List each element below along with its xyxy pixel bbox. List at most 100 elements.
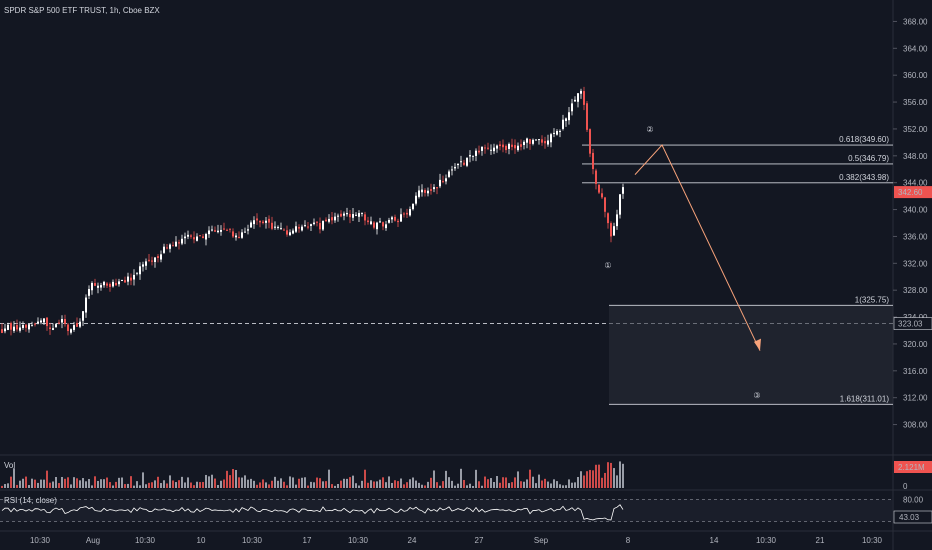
candle-body — [502, 144, 504, 148]
volume-bar — [127, 483, 129, 488]
candle-body — [508, 143, 510, 149]
candle-body — [343, 213, 345, 216]
volume-bar — [613, 468, 615, 488]
volume-bar — [199, 482, 201, 488]
axes: 368.00 364.00 360.00 356.00 352.00 348.00 344.… — [30, 17, 932, 545]
volume-bar — [253, 480, 255, 488]
candle-body — [40, 320, 42, 323]
candle-body — [367, 220, 369, 223]
volume-bar — [202, 481, 204, 488]
volume-bar — [388, 476, 390, 488]
volume-bar — [229, 475, 231, 488]
volume-bar — [232, 469, 234, 488]
volume-bar — [334, 485, 336, 488]
volume-bar — [400, 478, 402, 488]
volume-bar — [442, 481, 444, 488]
candle-body — [196, 236, 198, 241]
candle-body — [241, 232, 243, 238]
volume-bar — [385, 482, 387, 488]
candle-body — [172, 245, 174, 247]
volume-pane: Vol — [1, 461, 624, 488]
candle-body — [427, 190, 429, 194]
candle-body — [619, 194, 621, 215]
candle-body — [229, 228, 231, 230]
price-candles — [1, 86, 624, 336]
candle-body — [334, 216, 336, 221]
candle-body — [190, 235, 192, 237]
volume-bar — [76, 478, 78, 488]
candle-body — [142, 264, 144, 267]
volume-bar — [208, 476, 210, 488]
candle-body — [457, 163, 459, 166]
candle-body — [76, 323, 78, 327]
candle-body — [541, 139, 543, 143]
volume-bar — [289, 476, 291, 488]
candle-body — [583, 91, 585, 105]
candle-body — [535, 139, 537, 141]
volume-bar — [85, 481, 87, 488]
candle-body — [298, 227, 300, 229]
volume-bar — [454, 485, 456, 488]
candle-body — [523, 141, 525, 146]
volume-bar — [574, 482, 576, 488]
fibonacci-levels: 0.618(349.60) 0.5(346.79) 0.382(343.98) 1(3… — [0, 135, 893, 405]
candle-body — [529, 139, 531, 144]
volume-bar — [175, 482, 177, 488]
candle-body — [313, 222, 315, 225]
fib-level-label: 0.382(343.98) — [839, 173, 889, 182]
price-tick-label: 320.00 — [903, 340, 928, 349]
rsi-value-tag — [893, 510, 932, 524]
volume-bar — [274, 476, 276, 488]
candle-body — [292, 230, 294, 234]
candle-body — [574, 99, 576, 102]
candle-body — [436, 187, 438, 189]
candle-body — [307, 226, 309, 228]
volume-bar — [115, 481, 117, 488]
candle-body — [589, 129, 591, 154]
volume-bar — [40, 479, 42, 488]
time-tick-label: 24 — [408, 536, 417, 545]
candle-body — [19, 327, 21, 331]
candle-body — [109, 283, 111, 287]
volume-bar — [4, 484, 6, 488]
volume-bar — [301, 477, 303, 488]
volume-bar — [445, 470, 447, 488]
candle-body — [469, 155, 471, 157]
volume-bar — [196, 481, 198, 488]
volume-bar — [259, 482, 261, 488]
volume-bar — [601, 477, 603, 488]
volume-bar — [124, 484, 126, 488]
volume-bar — [256, 484, 258, 488]
current-price-tag — [894, 186, 932, 199]
candle-body — [205, 233, 207, 240]
candle-body — [295, 226, 297, 232]
candle-body — [328, 218, 330, 222]
price-tick-label: 332.00 — [903, 259, 928, 268]
volume-bar — [163, 480, 165, 488]
volume-bar — [73, 477, 75, 488]
candle-body — [115, 282, 117, 286]
candle-body — [490, 149, 492, 151]
volume-bar — [106, 477, 108, 488]
volume-bar — [28, 485, 30, 488]
candle-body — [64, 319, 66, 324]
volume-bar — [421, 484, 423, 488]
price-tick-label: 312.00 — [903, 394, 928, 403]
volume-bar — [595, 464, 597, 488]
volume-bar — [220, 480, 222, 488]
time-tick-label: 10:30 — [348, 536, 369, 545]
candle-body — [355, 214, 357, 216]
volume-bar — [304, 477, 306, 488]
candle-body — [67, 324, 69, 332]
volume-bar — [586, 471, 588, 488]
volume-bar — [370, 480, 372, 488]
candle-body — [493, 147, 495, 152]
volume-bar — [187, 477, 189, 488]
candle-body — [100, 285, 102, 288]
candle-body — [400, 214, 402, 222]
volume-bar — [406, 482, 408, 488]
candle-body — [232, 231, 234, 237]
volume-bar — [295, 484, 297, 488]
volume-bar — [130, 476, 132, 488]
